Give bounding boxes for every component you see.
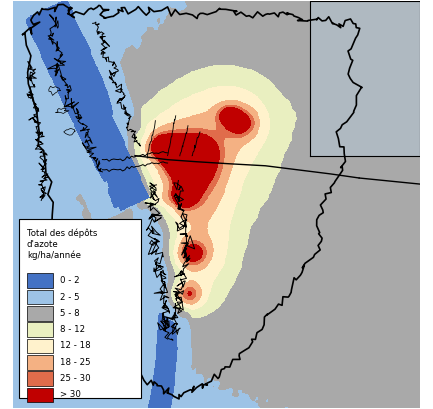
Text: 12 - 18: 12 - 18 xyxy=(60,342,90,351)
Bar xyxy=(27,355,53,370)
Text: Total des dépôts
d'azote
kg/ha/année: Total des dépôts d'azote kg/ha/année xyxy=(27,229,97,260)
Bar xyxy=(27,273,53,288)
Text: > 30: > 30 xyxy=(60,390,81,399)
Text: 8 - 12: 8 - 12 xyxy=(60,325,85,334)
Bar xyxy=(27,387,53,402)
Text: 18 - 25: 18 - 25 xyxy=(60,358,90,367)
Text: 25 - 30: 25 - 30 xyxy=(60,374,90,383)
Bar xyxy=(27,306,53,321)
Text: 0 - 2: 0 - 2 xyxy=(60,276,79,285)
FancyBboxPatch shape xyxy=(19,219,141,398)
Bar xyxy=(27,371,53,386)
Bar xyxy=(310,1,420,155)
Bar xyxy=(27,322,53,337)
Text: 5 - 8: 5 - 8 xyxy=(60,309,79,318)
Bar xyxy=(27,290,53,304)
Text: 2 - 5: 2 - 5 xyxy=(60,292,79,301)
Bar xyxy=(27,339,53,353)
